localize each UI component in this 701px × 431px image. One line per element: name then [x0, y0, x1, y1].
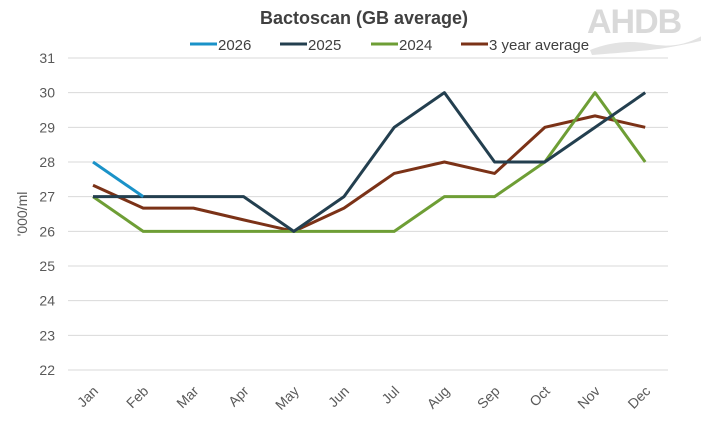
y-tick-label: 27: [39, 189, 55, 205]
y-tick-label: 29: [39, 119, 55, 135]
x-tick-label: Feb: [123, 383, 152, 412]
chart-title: Bactoscan (GB average): [260, 8, 468, 28]
y-tick-label: 25: [39, 258, 55, 274]
gridlines: [68, 57, 668, 371]
x-tick-label: Jul: [378, 383, 402, 407]
y-tick-label: 28: [39, 154, 55, 170]
series-line-3-year-average: [92, 114, 646, 233]
y-axis-ticks: 22 23 24 25 26 27 28 29 30 31: [39, 50, 55, 378]
legend-label: 2024: [399, 37, 432, 54]
x-tick-label: Jun: [325, 383, 352, 410]
legend-label: 2026: [218, 37, 251, 54]
x-tick-label: Jan: [74, 383, 101, 410]
series-line-2026: [92, 160, 145, 198]
y-tick-label: 30: [39, 85, 55, 101]
y-tick-label: 23: [39, 327, 55, 343]
legend: 2026 2025 2024 3 year average: [190, 37, 589, 54]
series-lines: [92, 91, 647, 233]
x-tick-label: Sep: [474, 383, 503, 412]
series-line-2025: [93, 91, 647, 233]
y-axis-label: '000/ml: [14, 192, 30, 237]
y-tick-label: 24: [39, 293, 55, 309]
y-tick-label: 22: [39, 362, 55, 378]
y-tick-label: 26: [39, 223, 55, 239]
x-tick-label: Mar: [173, 383, 202, 412]
y-tick-label: 31: [39, 50, 55, 66]
legend-label: 3 year average: [489, 37, 589, 54]
x-axis-ticks: Jan Feb Mar Apr May Jun Jul Aug Sep Oct Nov Dec: [74, 383, 653, 413]
x-tick-label: Aug: [424, 383, 453, 412]
x-tick-label: Dec: [624, 383, 653, 412]
x-tick-label: Oct: [526, 383, 553, 410]
series-line-2024: [92, 91, 647, 233]
legend-label: 2025: [308, 37, 341, 54]
ahdb-logo: AHDB: [587, 3, 701, 55]
x-tick-label: Nov: [574, 383, 603, 412]
svg-text:AHDB: AHDB: [587, 3, 682, 41]
x-tick-label: Apr: [225, 383, 252, 410]
x-tick-label: May: [272, 383, 302, 413]
